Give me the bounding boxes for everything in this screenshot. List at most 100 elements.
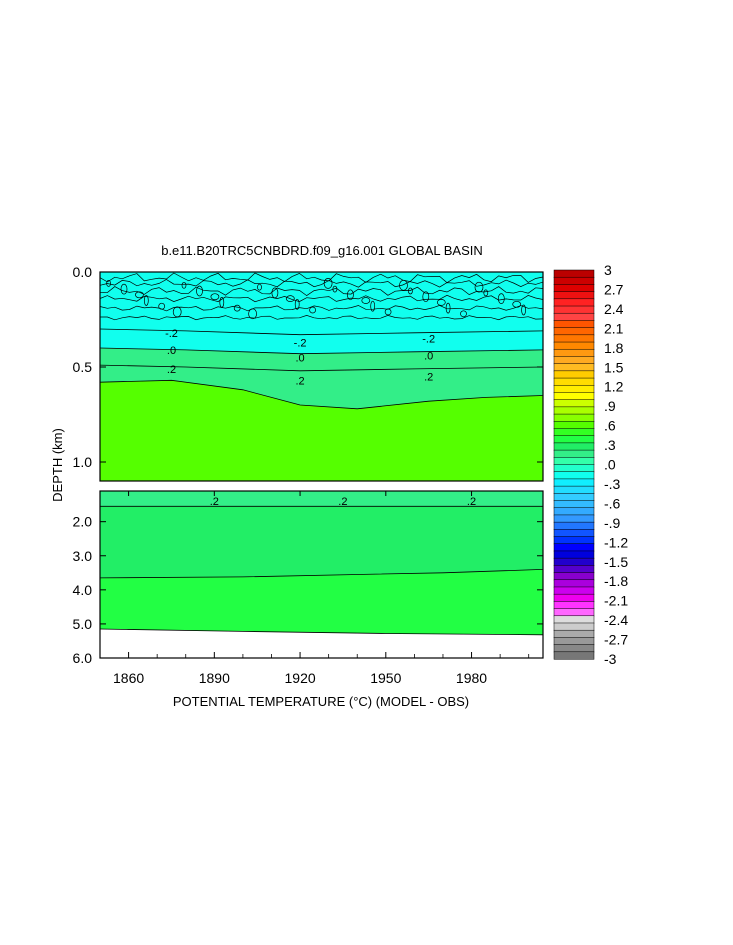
colorbar-label: 2.7 (604, 281, 624, 297)
contour-loop (309, 306, 316, 314)
x-axis: 1860 1890 1920 1950 1980 (99, 491, 530, 686)
contour-loop (361, 297, 371, 304)
colorbar-swatch (553, 478, 595, 487)
colorbar-swatch (553, 565, 595, 574)
colorbar-swatch (553, 435, 595, 444)
surface-isoline-3 (99, 294, 544, 303)
contour-loop (135, 291, 144, 299)
colorbar-swatch (553, 471, 595, 480)
contour-label: .2 (338, 496, 347, 508)
contour-loop (408, 287, 413, 295)
colorbar-swatch (553, 428, 595, 437)
colorbar-label: -.9 (604, 515, 621, 531)
colorbar-swatch (553, 514, 595, 523)
contour-loop (399, 279, 408, 291)
isoline-1 (99, 347, 544, 355)
contour-label: .2 (424, 372, 433, 384)
y-tick-label: 6.0 (73, 650, 93, 666)
isoline-0 (99, 328, 544, 336)
colorbar-swatch (553, 485, 595, 494)
colorbar-label: -2.4 (604, 612, 628, 628)
upper-panel-fill (100, 272, 543, 481)
colorbar-swatch (553, 421, 595, 430)
contour-label: .2 (210, 496, 219, 508)
y-tick-label: 2.0 (73, 514, 93, 530)
contour-loop (323, 278, 333, 289)
colorbar-label: 1.5 (604, 359, 624, 375)
x-tick-label: 1980 (456, 670, 487, 686)
contour-label: .2 (167, 364, 176, 376)
colorbar-swatch (553, 320, 595, 329)
colorbar-swatch (553, 557, 595, 566)
colorbar-label: .6 (604, 418, 616, 434)
contour-loop (196, 285, 203, 297)
colorbar-swatch (553, 291, 595, 300)
contour-loop (181, 281, 187, 289)
contour-loop (512, 300, 522, 308)
lower-y-axis: 2.0 3.0 4.0 5.0 6.0 (73, 514, 543, 666)
colorbar-swatch (553, 341, 595, 350)
colorbar-label: .3 (604, 437, 616, 453)
contour-loop (285, 295, 295, 302)
contour-loop (521, 304, 526, 316)
colorbar-label: -2.1 (604, 593, 628, 609)
upper-panel-contour-labels: -.2 .0 .2 -.2 .0 .2 -.2 .0 .2 (165, 328, 435, 388)
contour-loop (257, 283, 262, 291)
colorbar-swatch (553, 327, 595, 336)
colorbar-swatch (553, 356, 595, 365)
colorbar-swatch (553, 370, 595, 379)
contour-loop (143, 295, 149, 306)
lower-panel: .2 .2 .2 2.0 3.0 4.0 5.0 6.0 (73, 490, 544, 666)
fill-band-0 (100, 272, 543, 335)
colorbar-swatch (553, 543, 595, 552)
y-tick-label: 4.0 (73, 582, 93, 598)
colorbar-label: 2.4 (604, 301, 624, 317)
upper-panel-frame (99, 271, 544, 482)
colorbar-swatch (553, 305, 595, 314)
colorbar-label: -.3 (604, 476, 621, 492)
contour-label: -.2 (422, 334, 435, 346)
y-tick-label: 0.5 (73, 359, 93, 375)
colorbar-swatch (553, 392, 595, 401)
contour-loop (436, 299, 446, 306)
colorbar-swatch (553, 457, 595, 466)
colorbar-swatch (553, 651, 595, 660)
isoline-2 (99, 364, 544, 372)
isoline-1 (99, 569, 544, 579)
contour-label: -.2 (294, 337, 307, 349)
contour-label: -.2 (165, 328, 178, 340)
colorbar-swatch (553, 622, 595, 631)
surface-isoline-5 (100, 315, 544, 321)
colorbar-label: .9 (604, 398, 616, 414)
colorbar-label: -3 (604, 651, 617, 667)
colorbar-swatch (553, 593, 595, 602)
surface-isoline-4 (99, 305, 544, 312)
colorbar-swatch (553, 521, 595, 530)
colorbar-swatch (553, 536, 595, 545)
contour-loop (460, 310, 467, 318)
colorbar-swatch (553, 385, 595, 394)
colorbar-label: -.6 (604, 495, 621, 511)
y-tick-label: 5.0 (73, 616, 93, 632)
colorbar-swatch (553, 312, 595, 321)
upper-y-axis: 0.0 0.5 1.0 (73, 264, 543, 470)
colorbar-swatch (553, 493, 595, 502)
colorbar-swatch (553, 529, 595, 538)
contour-loop (332, 285, 338, 293)
colorbar-swatch (553, 284, 595, 293)
fill-band-mid (100, 491, 543, 578)
contour-loop (172, 306, 182, 318)
y-tick-label: 1.0 (73, 454, 93, 470)
contour-label: .0 (424, 351, 433, 363)
contour-label: .2 (296, 375, 305, 387)
contour-loop (248, 308, 257, 320)
y-tick-label: 3.0 (73, 548, 93, 564)
colorbar-label: -1.5 (604, 554, 628, 570)
colorbar-swatch (553, 615, 595, 624)
colorbar-swatches (553, 269, 595, 660)
colorbar-label: -1.2 (604, 534, 628, 550)
colorbar-swatch (553, 572, 595, 581)
contour-label: .2 (467, 496, 476, 508)
surface-isoline-0 (99, 272, 544, 284)
